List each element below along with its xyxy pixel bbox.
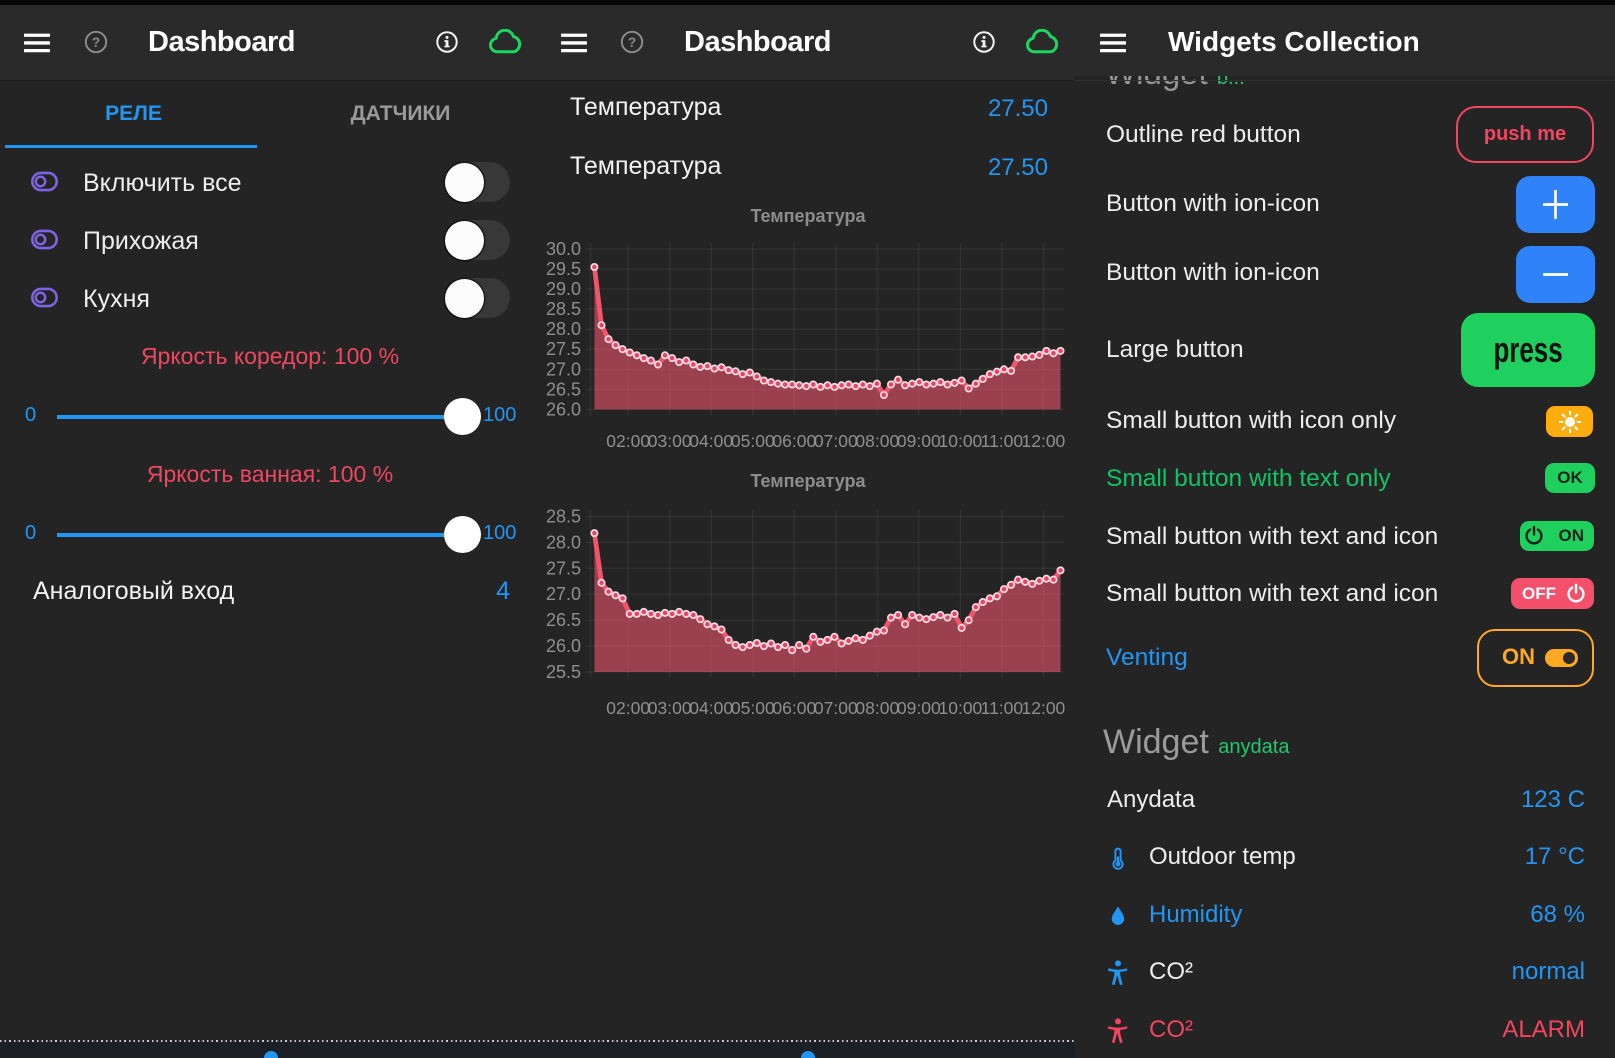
svg-text:26.5: 26.5	[546, 379, 581, 399]
svg-text:Температура: Температура	[750, 471, 866, 491]
svg-text:11:00: 11:00	[981, 698, 1024, 718]
svg-text:?: ?	[628, 35, 636, 50]
svg-text:07:00: 07:00	[814, 698, 858, 718]
svg-text:28.0: 28.0	[546, 532, 581, 552]
svg-text:06:00: 06:00	[772, 431, 816, 451]
svg-text:11:00: 11:00	[981, 431, 1024, 451]
svg-text:29.5: 29.5	[546, 259, 581, 279]
svg-text:09:00: 09:00	[897, 431, 941, 451]
svg-text:30.0: 30.0	[546, 239, 581, 259]
svg-text:12:00: 12:00	[1022, 431, 1066, 451]
svg-text:10:00: 10:00	[939, 431, 983, 451]
svg-text:02:00: 02:00	[606, 698, 650, 718]
svg-text:25.5: 25.5	[546, 662, 581, 682]
svg-text:27.0: 27.0	[546, 359, 581, 379]
svg-text:05:00: 05:00	[731, 431, 775, 451]
svg-text:08:00: 08:00	[855, 431, 899, 451]
svg-text:03:00: 03:00	[648, 431, 692, 451]
svg-text:04:00: 04:00	[689, 698, 733, 718]
svg-text:26.5: 26.5	[546, 610, 581, 630]
svg-text:07:00: 07:00	[814, 431, 858, 451]
svg-text:02:00: 02:00	[606, 431, 650, 451]
svg-text:26.0: 26.0	[546, 636, 581, 656]
svg-text:28.0: 28.0	[546, 319, 581, 339]
svg-text:28.5: 28.5	[546, 299, 581, 319]
svg-text:Температура: Температура	[750, 206, 866, 226]
svg-text:03:00: 03:00	[648, 698, 692, 718]
svg-text:10:00: 10:00	[939, 698, 983, 718]
svg-text:29.0: 29.0	[546, 279, 581, 299]
svg-text:09:00: 09:00	[897, 698, 941, 718]
svg-text:04:00: 04:00	[689, 431, 733, 451]
svg-text:05:00: 05:00	[731, 698, 775, 718]
svg-text:27.0: 27.0	[546, 584, 581, 604]
svg-text:27.5: 27.5	[546, 558, 581, 578]
svg-text:08:00: 08:00	[855, 698, 899, 718]
svg-text:28.5: 28.5	[546, 507, 581, 527]
svg-text:?: ?	[92, 35, 100, 50]
svg-text:12:00: 12:00	[1022, 698, 1066, 718]
svg-text:06:00: 06:00	[772, 698, 816, 718]
svg-text:26.0: 26.0	[546, 399, 581, 419]
svg-text:27.5: 27.5	[546, 339, 581, 359]
